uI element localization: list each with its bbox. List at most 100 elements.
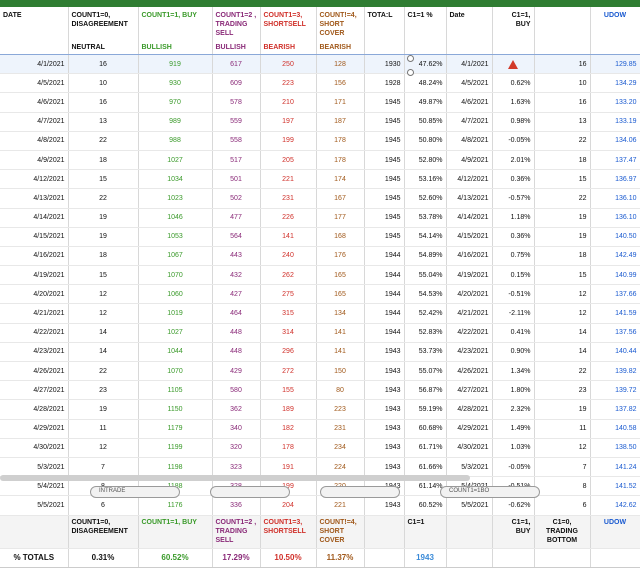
date-cell[interactable]: 4/29/2021 xyxy=(0,419,69,439)
trading-sell-cell[interactable]: 443 xyxy=(212,246,261,267)
trading-sell-cell[interactable]: 609 xyxy=(212,73,261,94)
trading-sell-cell[interactable]: 320 xyxy=(212,438,261,458)
pct-cell[interactable]: 49.87% xyxy=(404,92,447,113)
subheader-bearish[interactable]: BEARISH xyxy=(316,41,365,55)
pct-cell[interactable]: 53.73% xyxy=(404,342,447,363)
date-cell[interactable]: 5/5/2021 xyxy=(0,495,69,516)
neutral-cell[interactable]: 12 xyxy=(68,284,139,305)
c1buy-pct-cell[interactable]: 0.62% xyxy=(492,73,535,94)
totals-short-cover[interactable]: 11.37% xyxy=(316,548,365,568)
buy-cell[interactable]: 1053 xyxy=(138,227,213,247)
footer-cell[interactable] xyxy=(446,515,493,549)
udow-cell[interactable]: 129.85 xyxy=(590,54,640,75)
totals-c11[interactable]: 1943 xyxy=(404,548,447,568)
pct-cell[interactable]: 60.68% xyxy=(404,419,447,439)
neutral-cell[interactable]: 13 xyxy=(68,112,139,132)
c1buy-pct-cell[interactable]: 1.80% xyxy=(492,380,535,401)
total-cell[interactable]: 1944 xyxy=(364,246,405,267)
c1buy-pct-cell[interactable]: -0.05% xyxy=(492,131,535,151)
pct-cell[interactable]: 60.52% xyxy=(404,495,447,516)
neutral-cell[interactable]: 12 xyxy=(68,303,139,324)
pct-cell[interactable]: 54.53% xyxy=(404,284,447,305)
pct-cell[interactable]: 54.14% xyxy=(404,227,447,247)
buy-cell[interactable]: 1060 xyxy=(138,284,213,305)
date-cell[interactable]: 4/23/2021 xyxy=(0,342,69,363)
short-cover-cell[interactable]: 168 xyxy=(316,227,365,247)
buy-cell[interactable]: 930 xyxy=(138,73,213,94)
total-cell[interactable]: 1945 xyxy=(364,92,405,113)
neutral-cell[interactable]: 15 xyxy=(68,169,139,190)
udow-cell[interactable]: 139.72 xyxy=(590,380,640,401)
footer-count4[interactable]: COUNT!=4, SHORT COVER xyxy=(316,515,365,549)
buy-cell[interactable]: 1199 xyxy=(138,438,213,458)
neutral-cell[interactable]: 7 xyxy=(68,457,139,478)
date2-cell[interactable]: 4/6/2021 xyxy=(446,92,493,113)
udow-cell[interactable]: 140.44 xyxy=(590,342,640,363)
c1buy-pct-cell[interactable]: -0.57% xyxy=(492,188,535,209)
neutral-cell[interactable]: 22 xyxy=(68,361,139,382)
udow-cell[interactable]: 136.10 xyxy=(590,188,640,209)
date-cell[interactable]: 4/1/2021 xyxy=(0,54,69,75)
short-cover-cell[interactable]: 141 xyxy=(316,342,365,363)
date2-cell[interactable]: 4/16/2021 xyxy=(446,246,493,267)
udow-cell[interactable]: 133.20 xyxy=(590,92,640,113)
short-cover-cell[interactable]: 178 xyxy=(316,131,365,151)
total-cell[interactable]: 1943 xyxy=(364,380,405,401)
date2-cell[interactable]: 4/21/2021 xyxy=(446,303,493,324)
short-cover-cell[interactable]: 231 xyxy=(316,419,365,439)
subheader-bearish[interactable]: BEARISH xyxy=(260,41,317,55)
selection-handle-top[interactable] xyxy=(407,55,414,62)
c1buy-count-cell[interactable]: 14 xyxy=(534,342,591,363)
date-cell[interactable]: 4/30/2021 xyxy=(0,438,69,458)
date2-cell[interactable]: 4/8/2021 xyxy=(446,131,493,151)
subheader-cell[interactable] xyxy=(590,41,640,55)
shortsell-cell[interactable]: 205 xyxy=(260,150,317,171)
total-cell[interactable]: 1945 xyxy=(364,208,405,228)
udow-cell[interactable]: 133.19 xyxy=(590,112,640,132)
c1buy-count-cell[interactable]: 11 xyxy=(534,419,591,439)
selection-handle-bottom[interactable] xyxy=(407,69,414,76)
c1buy-count-cell[interactable]: 19 xyxy=(534,208,591,228)
buy-cell[interactable]: 989 xyxy=(138,112,213,132)
c1buy-pct-cell[interactable]: 0.41% xyxy=(492,323,535,343)
pct-cell[interactable]: 52.80% xyxy=(404,150,447,171)
col-header-udow[interactable]: UDOW xyxy=(590,7,640,41)
c1buy-count-cell[interactable]: 14 xyxy=(534,323,591,343)
short-cover-cell[interactable]: 187 xyxy=(316,112,365,132)
sheet-tab[interactable] xyxy=(210,486,290,498)
date-cell[interactable]: 4/7/2021 xyxy=(0,112,69,132)
footer-cell[interactable] xyxy=(364,515,405,549)
footer-c11[interactable]: C1=1 xyxy=(404,515,447,549)
c1buy-pct-cell[interactable]: 0.15% xyxy=(492,265,535,286)
short-cover-cell[interactable]: 167 xyxy=(316,188,365,209)
date2-cell[interactable]: 4/7/2021 xyxy=(446,112,493,132)
buy-cell[interactable]: 1027 xyxy=(138,150,213,171)
pct-cell[interactable]: 50.85% xyxy=(404,112,447,132)
short-cover-cell[interactable]: 176 xyxy=(316,246,365,267)
c1buy-count-cell[interactable]: 12 xyxy=(534,303,591,324)
short-cover-cell[interactable]: 141 xyxy=(316,323,365,343)
date-cell[interactable]: 4/28/2021 xyxy=(0,399,69,420)
shortsell-cell[interactable]: 262 xyxy=(260,265,317,286)
footer-c1buy[interactable]: C1=1, BUY xyxy=(492,515,535,549)
trading-sell-cell[interactable]: 432 xyxy=(212,265,261,286)
c1buy-pct-cell[interactable]: 0.36% xyxy=(492,169,535,190)
subheader-cell[interactable] xyxy=(0,41,69,55)
total-cell[interactable]: 1943 xyxy=(364,438,405,458)
buy-cell[interactable]: 1023 xyxy=(138,188,213,209)
shortsell-cell[interactable]: 210 xyxy=(260,92,317,113)
footer-count3[interactable]: COUNT1=3, SHORTSELL xyxy=(260,515,317,549)
buy-cell[interactable]: 1044 xyxy=(138,342,213,363)
sheet-tab[interactable]: INTRADE xyxy=(90,486,180,498)
shortsell-cell[interactable]: 223 xyxy=(260,73,317,94)
neutral-cell[interactable]: 6 xyxy=(68,495,139,516)
c1buy-pct-cell[interactable]: 0.36% xyxy=(492,227,535,247)
neutral-cell[interactable]: 22 xyxy=(68,188,139,209)
shortsell-cell[interactable]: 314 xyxy=(260,323,317,343)
neutral-cell[interactable]: 10 xyxy=(68,73,139,94)
udow-cell[interactable]: 142.62 xyxy=(590,495,640,516)
shortsell-cell[interactable]: 178 xyxy=(260,438,317,458)
udow-cell[interactable]: 142.49 xyxy=(590,246,640,267)
udow-cell[interactable]: 140.99 xyxy=(590,265,640,286)
shortsell-cell[interactable]: 240 xyxy=(260,246,317,267)
